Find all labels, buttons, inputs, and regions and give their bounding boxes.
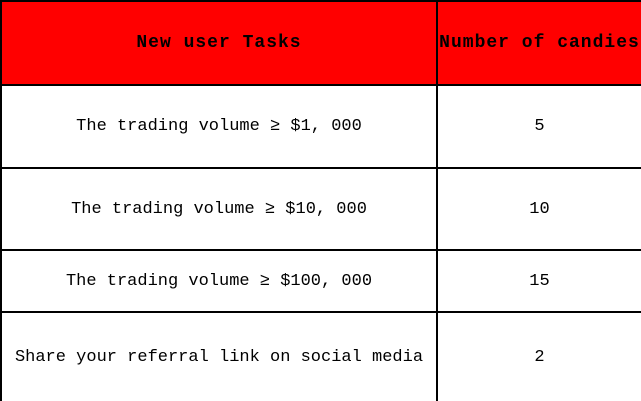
header-cell-candies: Number of candies bbox=[436, 0, 641, 86]
header-cell-tasks: New user Tasks bbox=[0, 0, 438, 86]
candies-cell: 2 bbox=[436, 311, 641, 401]
table-row: The trading volume ≥ $100, 000 15 bbox=[0, 249, 641, 313]
table-row: The trading volume ≥ $10, 000 10 bbox=[0, 167, 641, 251]
task-cell: The trading volume ≥ $100, 000 bbox=[0, 249, 438, 313]
table-row: The trading volume ≥ $1, 000 5 bbox=[0, 84, 641, 169]
task-cell: The trading volume ≥ $10, 000 bbox=[0, 167, 438, 251]
task-cell: Share your referral link on social media bbox=[0, 311, 438, 401]
table-row: Share your referral link on social media… bbox=[0, 311, 641, 401]
candies-cell: 5 bbox=[436, 84, 641, 169]
candies-cell: 15 bbox=[436, 249, 641, 313]
table-header-row: New user Tasks Number of candies bbox=[0, 0, 641, 86]
task-cell: The trading volume ≥ $1, 000 bbox=[0, 84, 438, 169]
candies-cell: 10 bbox=[436, 167, 641, 251]
